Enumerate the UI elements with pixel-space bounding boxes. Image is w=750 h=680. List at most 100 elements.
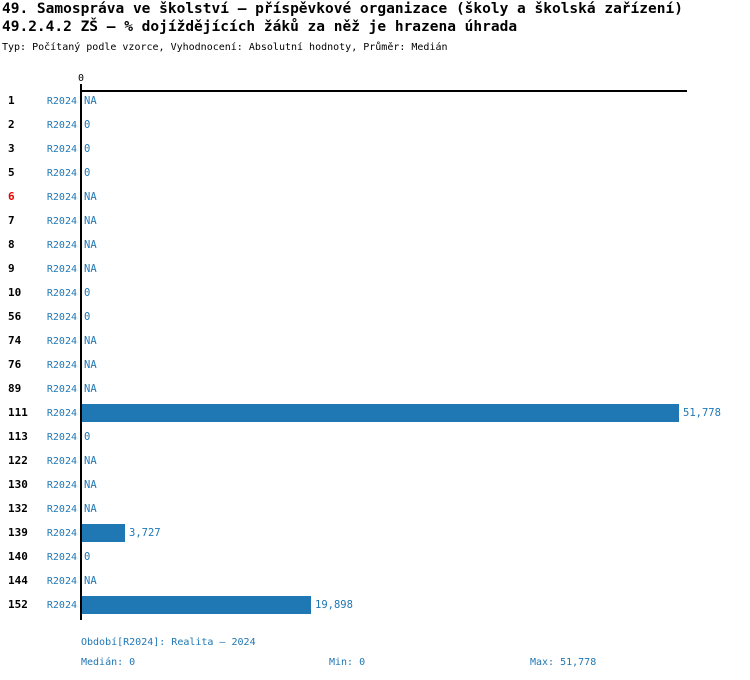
row-series-label: R2024: [46, 336, 77, 347]
row-series-label: R2024: [46, 168, 77, 179]
row-value-label: NA: [84, 455, 97, 467]
row-series-label: R2024: [46, 216, 77, 227]
row-series-label: R2024: [46, 192, 77, 203]
chart-row: 113 R2024 0: [0, 425, 750, 449]
row-value-label: NA: [84, 503, 97, 515]
row-id-label: 111: [8, 406, 28, 419]
row-series-label: R2024: [46, 576, 77, 587]
row-id-label: 89: [8, 382, 22, 395]
footer-median-label: Medián: 0: [81, 657, 136, 668]
chart-row: 130 R2024 NA: [0, 473, 750, 497]
row-series-label: R2024: [46, 96, 77, 107]
value-bar: [82, 404, 679, 422]
row-series-label: R2024: [46, 312, 77, 323]
chart-row: 122 R2024 NA: [0, 449, 750, 473]
chart-row: 140 R2024 0: [0, 545, 750, 569]
row-value-label: 0: [84, 551, 91, 563]
row-id-label: 139: [8, 526, 28, 539]
chart-row: 9 R2024 NA: [0, 257, 750, 281]
chart-row: 8 R2024 NA: [0, 233, 750, 257]
row-value-label: NA: [84, 383, 97, 395]
chart-row: 6 R2024 NA: [0, 185, 750, 209]
row-value-label: NA: [84, 479, 97, 491]
chart-row: 89 R2024 NA: [0, 377, 750, 401]
row-value-label: 0: [84, 287, 91, 299]
row-series-label: R2024: [46, 456, 77, 467]
chart-row: 10 R2024 0: [0, 281, 750, 305]
row-series-label: R2024: [46, 264, 77, 275]
chart-row: 7 R2024 NA: [0, 209, 750, 233]
row-value-label: NA: [84, 191, 97, 203]
row-id-label: 56: [8, 310, 22, 323]
value-bar: [82, 596, 311, 614]
row-value-label: NA: [84, 575, 97, 587]
row-id-label: 1: [8, 94, 15, 107]
chart-row: 144 R2024 NA: [0, 569, 750, 593]
row-series-label: R2024: [46, 144, 77, 155]
row-id-label: 10: [8, 286, 22, 299]
row-value-label: 3,727: [129, 527, 161, 539]
value-bar: [82, 524, 125, 542]
row-id-label: 2: [8, 118, 15, 131]
chart-row: 76 R2024 NA: [0, 353, 750, 377]
row-series-label: R2024: [46, 480, 77, 491]
chart-row: 2 R2024 0: [0, 113, 750, 137]
chart-row: 1 R2024 NA: [0, 89, 750, 113]
row-id-label: 132: [8, 502, 28, 515]
row-series-label: R2024: [46, 408, 77, 419]
page-title-line2: 49.2.4.2 ZŠ – % dojíždějících žáků za ně…: [2, 19, 518, 35]
row-series-label: R2024: [46, 528, 77, 539]
row-value-label: 0: [84, 167, 91, 179]
row-id-label: 130: [8, 478, 28, 491]
row-id-label: 5: [8, 166, 15, 179]
row-id-label: 74: [8, 334, 22, 347]
chart-row: 56 R2024 0: [0, 305, 750, 329]
chart-row: 5 R2024 0: [0, 161, 750, 185]
row-series-label: R2024: [46, 552, 77, 563]
row-id-label: 9: [8, 262, 15, 275]
chart-subtitle: Typ: Počítaný podle vzorce, Vyhodnocení:…: [2, 42, 448, 53]
row-id-label: 76: [8, 358, 22, 371]
row-value-label: NA: [84, 359, 97, 371]
row-series-label: R2024: [46, 240, 77, 251]
row-series-label: R2024: [46, 384, 77, 395]
row-value-label: 19,898: [315, 599, 353, 611]
page-title-line1: 49. Samospráva ve školství – příspěvkové…: [2, 1, 683, 17]
y-axis-line: [80, 84, 82, 620]
footer-period-label: Období[R2024]: Realita – 2024: [81, 637, 256, 648]
row-series-label: R2024: [46, 288, 77, 299]
row-value-label: 51,778: [683, 407, 721, 419]
row-series-label: R2024: [46, 504, 77, 515]
row-id-label: 140: [8, 550, 28, 563]
row-id-label: 3: [8, 142, 15, 155]
row-value-label: 0: [84, 311, 91, 323]
row-id-label: 113: [8, 430, 28, 443]
row-id-label: 7: [8, 214, 15, 227]
row-value-label: 0: [84, 431, 91, 443]
x-axis-tick-label-zero: 0: [77, 73, 85, 84]
x-axis-line: [80, 90, 687, 92]
row-value-label: NA: [84, 263, 97, 275]
row-series-label: R2024: [46, 600, 77, 611]
footer-max-label: Max: 51,778: [530, 657, 597, 668]
chart-row: 139 R2024 3,727: [0, 521, 750, 545]
row-series-label: R2024: [46, 120, 77, 131]
row-id-label: 8: [8, 238, 15, 251]
row-value-label: 0: [84, 143, 91, 155]
chart-row: 152 R2024 19,898: [0, 593, 750, 617]
row-value-label: 0: [84, 119, 91, 131]
row-id-label: 122: [8, 454, 28, 467]
row-value-label: NA: [84, 215, 97, 227]
row-id-label: 152: [8, 598, 28, 611]
row-value-label: NA: [84, 335, 97, 347]
row-value-label: NA: [84, 239, 97, 251]
row-id-label: 6: [8, 190, 15, 203]
row-series-label: R2024: [46, 432, 77, 443]
footer-min-label: Min: 0: [329, 657, 366, 668]
row-value-label: NA: [84, 95, 97, 107]
chart-row: 74 R2024 NA: [0, 329, 750, 353]
row-series-label: R2024: [46, 360, 77, 371]
chart-row: 3 R2024 0: [0, 137, 750, 161]
